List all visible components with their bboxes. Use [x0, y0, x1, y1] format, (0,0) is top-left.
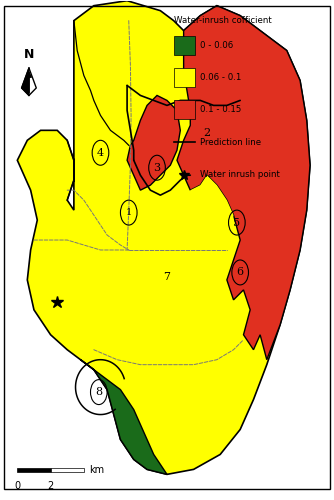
Polygon shape	[190, 175, 233, 240]
Text: Water-inrush cofficient: Water-inrush cofficient	[174, 16, 272, 24]
Text: 3: 3	[153, 162, 161, 172]
Text: 7: 7	[164, 272, 170, 282]
Text: km: km	[89, 465, 104, 475]
Text: 6: 6	[236, 268, 244, 278]
Bar	[50, 468, 84, 472]
Text: Prediction line: Prediction line	[200, 138, 262, 147]
Polygon shape	[177, 6, 310, 360]
Text: 1: 1	[126, 208, 132, 217]
Text: 2: 2	[203, 128, 210, 138]
Text: N: N	[24, 48, 34, 60]
Bar	[174, 68, 195, 87]
Polygon shape	[22, 68, 29, 96]
Text: Water inrush point: Water inrush point	[200, 170, 280, 179]
Text: 8: 8	[95, 387, 103, 397]
Text: 0 - 0.06: 0 - 0.06	[200, 40, 233, 50]
Text: 0: 0	[14, 481, 20, 491]
Text: 4: 4	[97, 148, 104, 158]
Bar	[174, 36, 195, 54]
Text: 2: 2	[47, 481, 54, 491]
Text: 0.1 - 0.15: 0.1 - 0.15	[200, 106, 241, 114]
Polygon shape	[17, 0, 310, 474]
Bar	[17, 468, 50, 472]
Text: 0.06 - 0.1: 0.06 - 0.1	[200, 73, 241, 82]
Bar	[174, 100, 195, 119]
Text: 5: 5	[233, 218, 240, 228]
Polygon shape	[127, 96, 180, 190]
Polygon shape	[80, 360, 167, 474]
